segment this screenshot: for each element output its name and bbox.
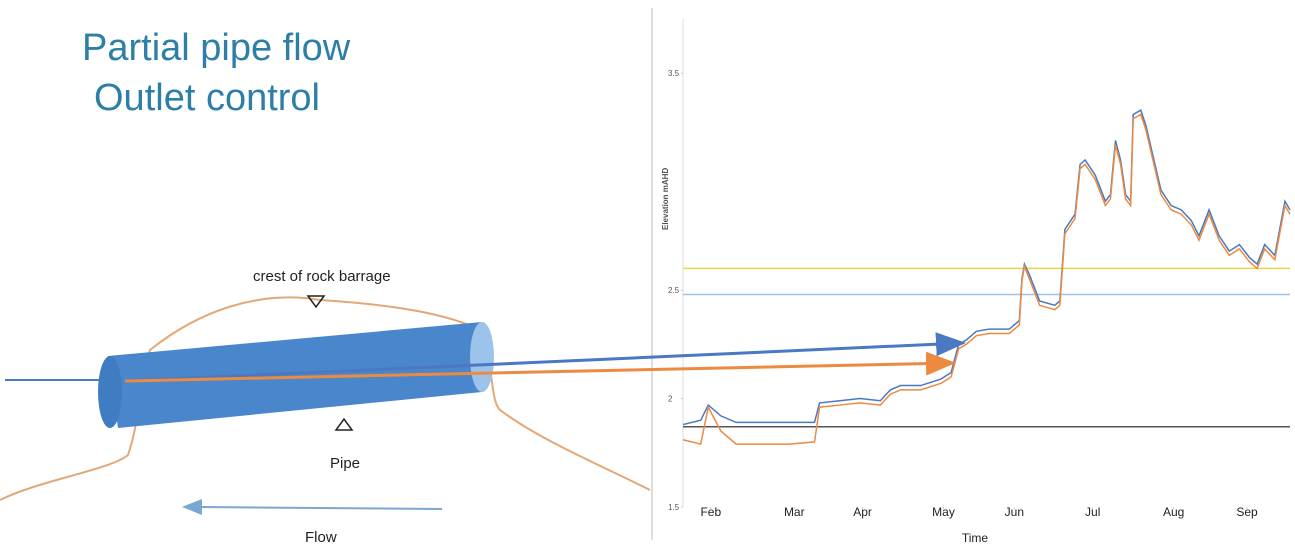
x-tick-label: Aug: [1163, 505, 1184, 519]
series-line: [682, 113, 1291, 446]
x-tick-label: Sep: [1236, 505, 1258, 519]
crest-marker: [306, 295, 326, 309]
crest-label: crest of rock barrage: [253, 268, 391, 285]
x-tick-label: Apr: [853, 505, 872, 519]
x-axis-label: Time: [962, 531, 989, 545]
pipe-end: [470, 322, 494, 392]
title-line: Partial pipe flow: [82, 27, 351, 69]
barrage-outline: [0, 296, 651, 501]
x-tick-label: Mar: [784, 505, 805, 519]
title-line: Outlet control: [94, 77, 320, 119]
x-tick-label: Feb: [700, 505, 721, 519]
pipe-body: [108, 322, 482, 428]
pipe-end: [98, 356, 122, 428]
y-tick-label: 1.5: [668, 503, 680, 512]
x-tick-label: Jun: [1005, 505, 1024, 519]
series-line: [682, 108, 1291, 426]
x-tick-label: May: [932, 505, 955, 519]
pipe-marker: [334, 417, 354, 431]
arrow: [124, 332, 966, 383]
x-tick-label: Jul: [1085, 505, 1100, 519]
pipe-label: Pipe: [330, 455, 360, 472]
y-tick-label: 2.5: [668, 286, 680, 295]
flow-arrow: [182, 499, 443, 516]
chart: 1.5 2 2.5 3.5 Feb Mar Apr May Jun Jul Aug Sep Elevat…: [651, 8, 1291, 545]
flow-label: Flow: [305, 529, 337, 546]
y-tick-label: 2: [668, 395, 673, 404]
arrow: [124, 351, 956, 383]
y-axis-label: Elevation mAHD: [661, 168, 670, 230]
y-tick-label: 3.5: [668, 69, 680, 78]
